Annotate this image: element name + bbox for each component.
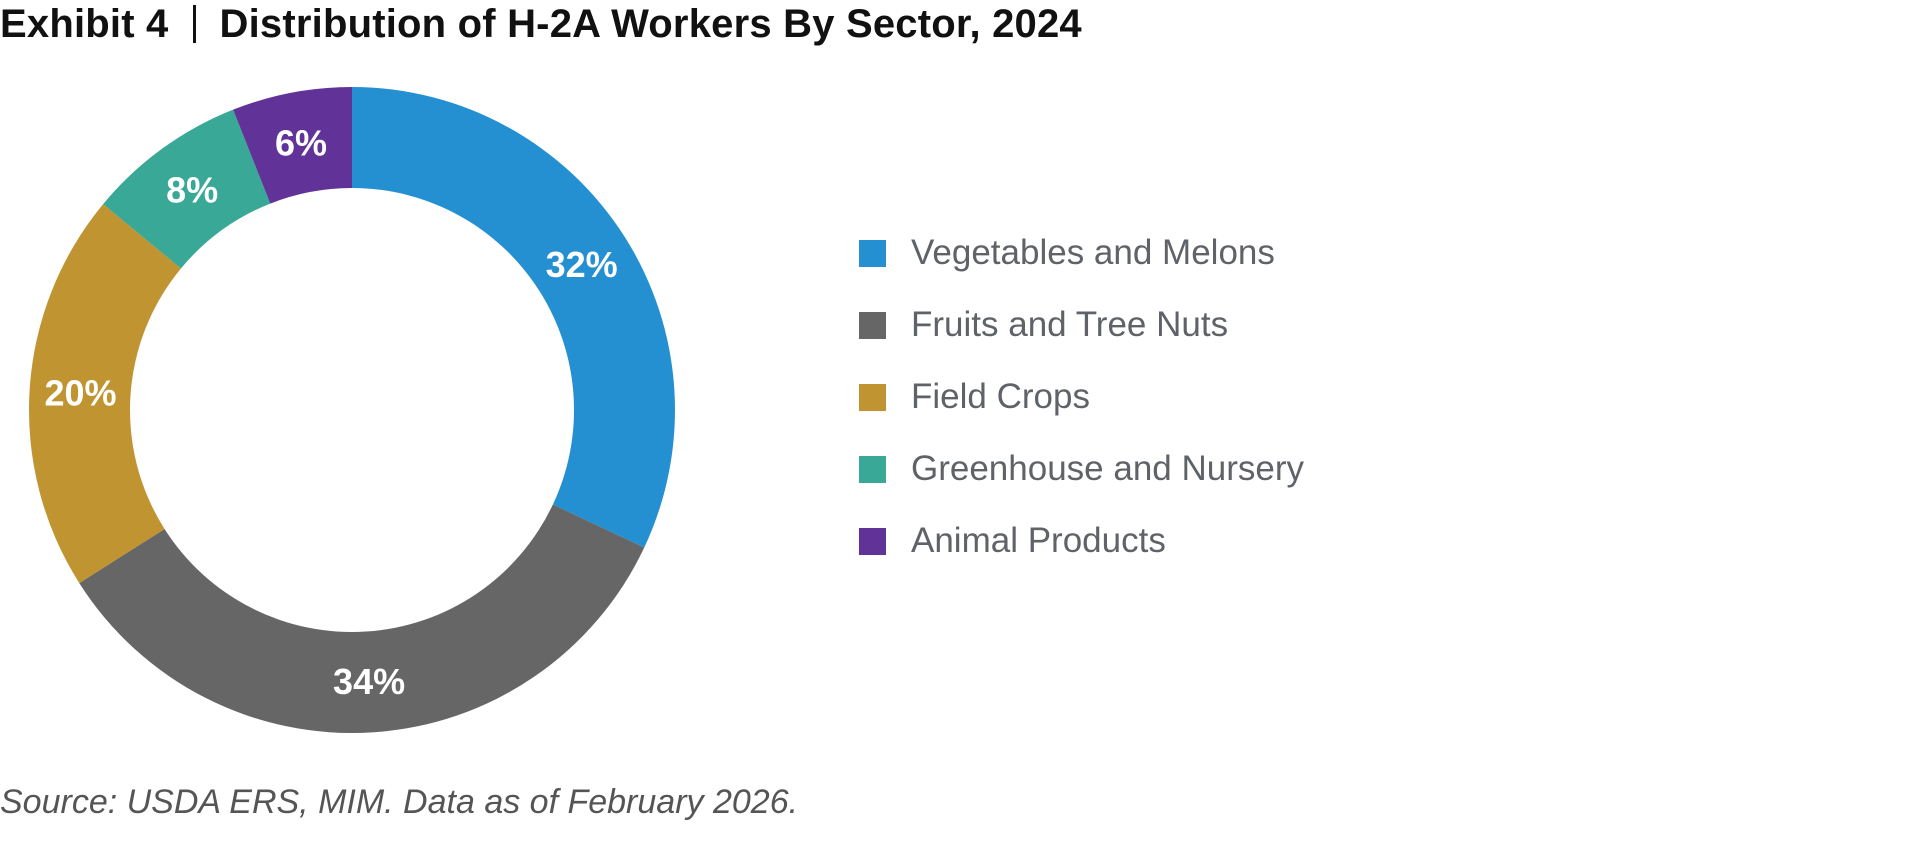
legend-label: Animal Products: [911, 521, 1166, 560]
legend-label: Greenhouse and Nursery: [911, 449, 1304, 488]
slice-vegetables-and-melons: [352, 87, 675, 548]
slice-label: 34%: [333, 661, 405, 702]
legend-item: Greenhouse and Nursery: [859, 433, 1304, 505]
legend-swatch: [859, 311, 886, 339]
slice-label: 20%: [45, 372, 117, 413]
chart-title: Distribution of H-2A Workers By Sector, …: [219, 1, 1082, 46]
chart-legend: Vegetables and Melons Fruits and Tree Nut…: [859, 217, 1304, 577]
legend-label: Fruits and Tree Nuts: [911, 305, 1229, 344]
legend-label: Vegetables and Melons: [911, 233, 1275, 272]
slice-field-crops: [28, 204, 181, 584]
legend-swatch: [859, 527, 886, 555]
legend-item: Field Crops: [859, 361, 1304, 433]
legend-item: Fruits and Tree Nuts: [859, 289, 1304, 361]
legend-swatch: [859, 383, 886, 411]
donut-chart: 32% 34% 20% 8% 6%: [28, 87, 675, 733]
slice-labels: 32% 34% 20% 8% 6%: [45, 122, 618, 702]
legend-swatch: [859, 455, 886, 483]
slice-label: 6%: [275, 122, 327, 163]
title-separator: [192, 5, 196, 43]
legend-swatch: [859, 239, 886, 267]
source-note: Source: USDA ERS, MIM. Data as of Februa…: [0, 783, 799, 821]
page-title: Exhibit 4 Distribution of H-2A Workers B…: [0, 0, 1082, 48]
slice-label: 32%: [546, 244, 618, 285]
slice-label: 8%: [166, 169, 218, 210]
legend-item: Vegetables and Melons: [859, 217, 1304, 289]
slice-animal-products: [233, 87, 352, 204]
donut-slices: [28, 87, 675, 733]
slice-greenhouse-and-nursery: [103, 109, 271, 269]
slice-fruits-and-tree-nuts: [79, 504, 645, 733]
exhibit-label: Exhibit 4: [0, 1, 169, 46]
legend-label: Field Crops: [911, 377, 1090, 416]
legend-item: Animal Products: [859, 505, 1304, 577]
